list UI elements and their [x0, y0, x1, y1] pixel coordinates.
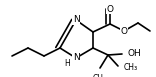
Text: OH: OH: [128, 50, 142, 59]
Text: CH₃: CH₃: [93, 74, 107, 77]
Text: CH₃: CH₃: [124, 64, 138, 73]
Text: H: H: [64, 60, 70, 69]
Text: N: N: [73, 54, 79, 63]
Text: N: N: [73, 15, 79, 24]
Text: O: O: [107, 4, 114, 13]
Text: O: O: [120, 26, 127, 35]
